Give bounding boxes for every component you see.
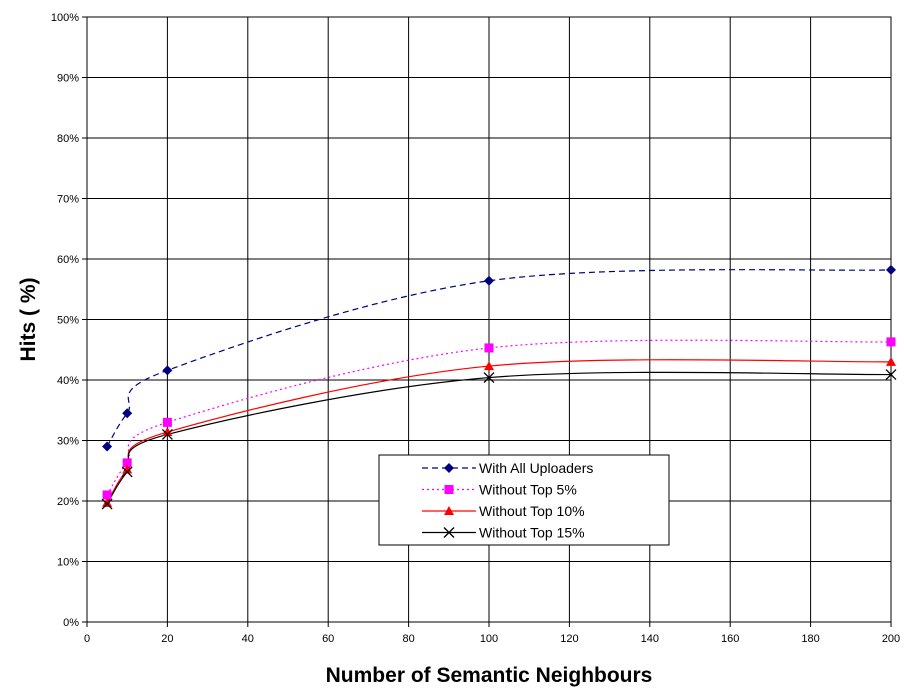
x-tick-label: 0 xyxy=(84,633,90,645)
grid xyxy=(82,16,892,627)
y-tick-label: 70% xyxy=(57,194,79,206)
y-tick-label: 40% xyxy=(57,375,79,387)
data-point-series-3 xyxy=(886,356,896,366)
x-tick-label: 180 xyxy=(801,633,819,645)
y-axis-title: Hits ( %) xyxy=(17,278,40,362)
y-tick-label: 20% xyxy=(57,496,79,508)
data-point-series-1 xyxy=(122,408,133,419)
x-marker-stroke xyxy=(121,466,133,478)
data-point-series-4 xyxy=(885,369,897,381)
data-point-series-3 xyxy=(162,427,173,437)
data-point-series-4 xyxy=(161,428,173,440)
y-tick-label: 50% xyxy=(57,315,79,327)
data-markers xyxy=(101,264,897,510)
y-tick-label: 100% xyxy=(51,12,79,24)
x-marker-stroke xyxy=(483,372,495,384)
legend-label-4: Without Top 15% xyxy=(479,525,585,541)
y-tick-label: 80% xyxy=(57,133,79,145)
legend-label-2: Without Top 5% xyxy=(479,482,577,498)
y-tick-label: 0% xyxy=(63,617,79,629)
data-point-series-1 xyxy=(886,264,896,275)
series-line-2 xyxy=(106,339,892,496)
y-tick-label: 60% xyxy=(57,254,79,266)
legend-marker-1 xyxy=(444,463,454,473)
x-marker-stroke xyxy=(885,369,897,381)
x-tick-label: 40 xyxy=(242,633,254,645)
data-point-series-4 xyxy=(121,466,133,478)
data-point-series-3 xyxy=(484,361,494,371)
data-point-series-1 xyxy=(162,365,173,376)
data-point-series-3 xyxy=(102,497,113,507)
y-tick-label: 90% xyxy=(57,73,79,85)
x-tick-label: 20 xyxy=(161,633,173,645)
data-point-series-4 xyxy=(101,498,113,510)
legend-box xyxy=(378,454,670,546)
legend-label-1: With All Uploaders xyxy=(479,460,593,476)
data-point-series-3 xyxy=(122,464,133,474)
data-point-series-2 xyxy=(484,343,494,353)
legend-marker-4 xyxy=(443,527,455,538)
legend-marker-3 xyxy=(444,506,454,515)
data-point-series-4 xyxy=(483,372,495,384)
legend-marker-2 xyxy=(444,485,454,494)
data-point-series-2 xyxy=(162,417,172,427)
data-point-series-2 xyxy=(886,337,896,347)
data-point-series-2 xyxy=(122,458,132,468)
x-tick-label: 80 xyxy=(402,633,414,645)
x-marker-stroke xyxy=(161,428,173,440)
x-tick-label: 100 xyxy=(480,633,498,645)
x-axis-title: Number of Semantic Neighbours xyxy=(326,664,653,687)
y-tick-label: 30% xyxy=(57,436,79,448)
data-point-series-2 xyxy=(102,490,112,500)
x-tick-label: 160 xyxy=(721,633,739,645)
data-point-series-1 xyxy=(484,275,494,286)
plot-border xyxy=(86,16,892,623)
legend-label-3: Without Top 10% xyxy=(479,503,585,519)
x-tick-label: 120 xyxy=(560,633,578,645)
x-tick-label: 200 xyxy=(882,633,900,645)
legend: With All Uploaders Without Top 5% Without … xyxy=(378,454,670,546)
data-point-series-1 xyxy=(102,441,113,452)
y-tick-label: 10% xyxy=(57,557,79,569)
tick-labels: 0% 10% 20% 30% 40% 50% 60% 70% 80% 90% 100% 0 20 40 60… xyxy=(51,12,900,645)
x-marker-stroke xyxy=(443,527,455,538)
x-tick-label: 140 xyxy=(641,633,659,645)
x-marker-stroke xyxy=(101,498,113,510)
series-line-1 xyxy=(106,269,892,447)
x-tick-label: 60 xyxy=(322,633,334,645)
